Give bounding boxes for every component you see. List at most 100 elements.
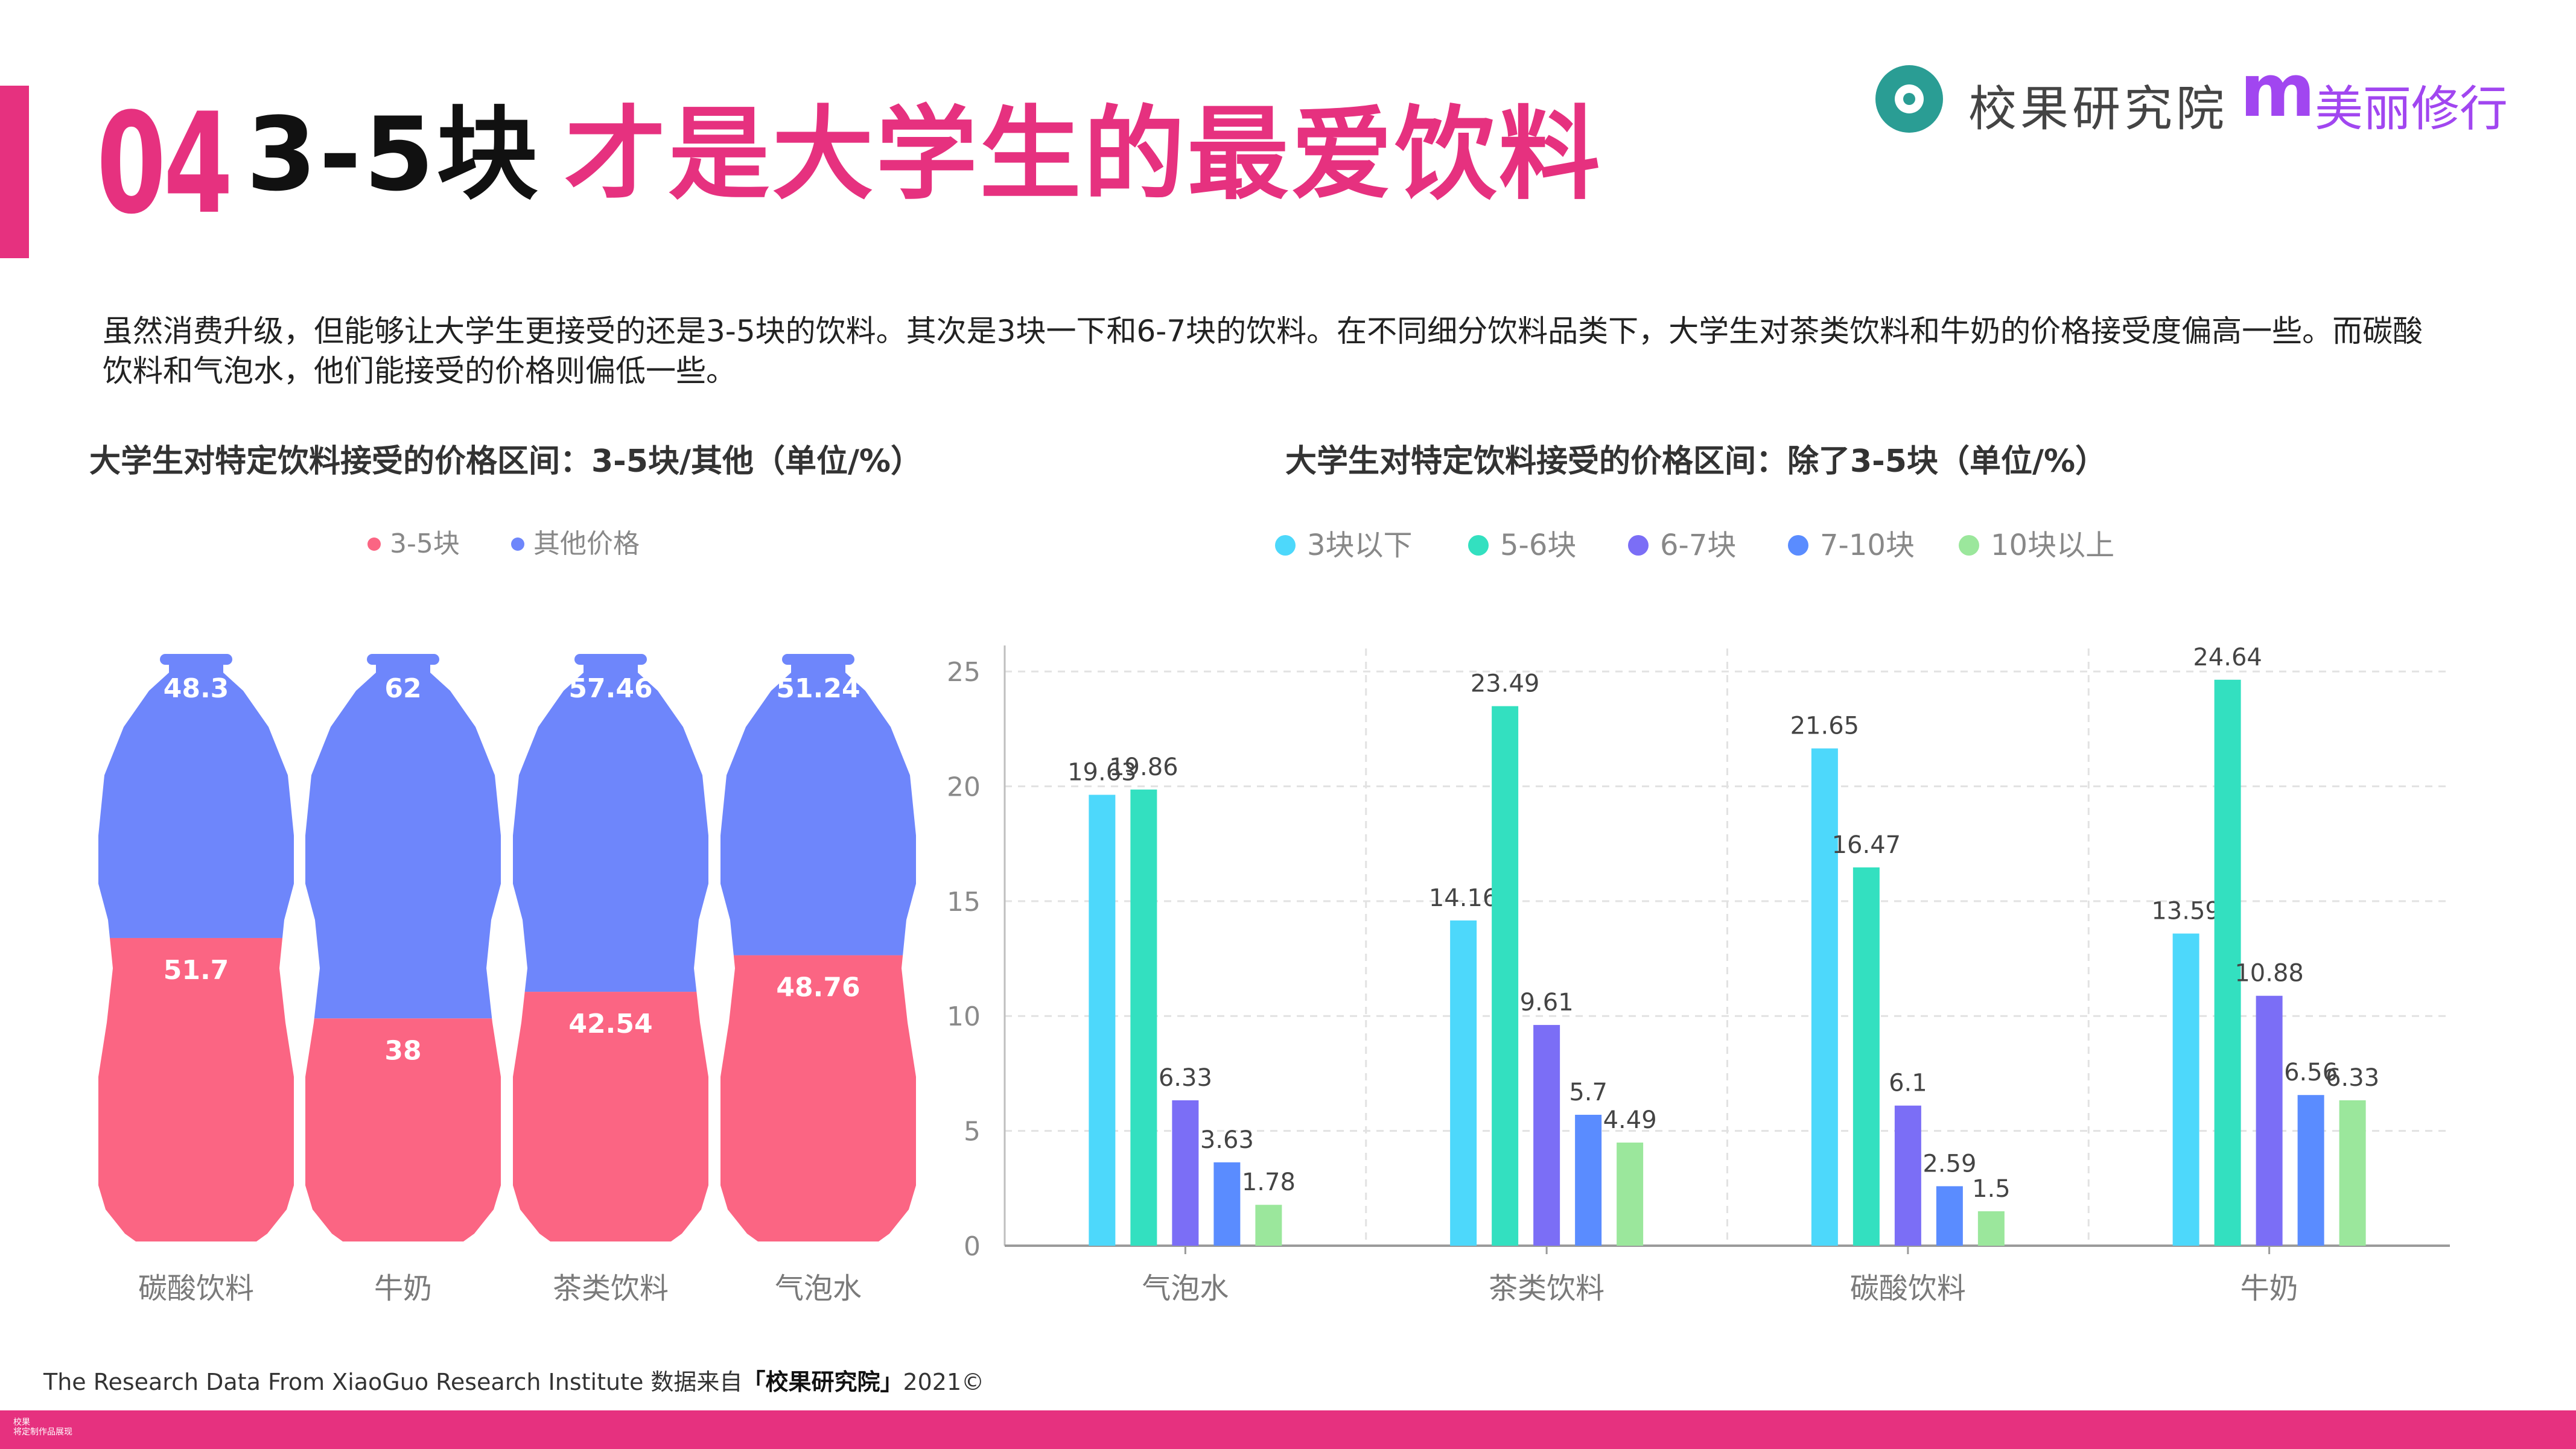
legend-dot-icon: [1959, 535, 1979, 556]
bar: [1213, 1162, 1241, 1246]
y-tick-label: 0: [964, 1231, 981, 1262]
legend-label: 7-10块: [1820, 528, 1915, 562]
x-category-label: 气泡水: [1142, 1272, 1229, 1305]
legend-item-3: 7-10块: [1788, 528, 1915, 562]
footer-mini-logo: 校果 将定制作品展现: [13, 1418, 72, 1437]
bottle-segment-3-5: [305, 1018, 501, 1241]
legend-dot-icon: [1788, 535, 1808, 556]
grouped-bar-chart: 3块以下 5-6块 6-7块 7-10块 10块以上 0 5 10 15 20 25 19.6319.…: [947, 528, 2450, 1305]
bar: [2256, 995, 2283, 1246]
footer-source-suffix: 2021©: [903, 1369, 985, 1395]
legend-label: 3块以下: [1307, 528, 1413, 562]
bar-value-label: 21.65: [1790, 712, 1860, 740]
legend-dot-icon: [367, 537, 381, 551]
bar-value-label: 16.47: [1832, 831, 1901, 859]
bottle-category-label: 茶类饮料: [553, 1272, 669, 1305]
bottle-segment-3-5: [513, 992, 708, 1241]
footer-source-prefix: The Research Data From XiaoGuo Research …: [43, 1369, 743, 1395]
bar: [1130, 789, 1157, 1246]
legend-label: 其他价格: [533, 528, 640, 559]
bottle-cap: [574, 654, 647, 665]
y-tick-label: 25: [947, 657, 981, 688]
bar-value-label: 6.56: [2284, 1059, 2338, 1086]
bar-value-label: 1.5: [1972, 1175, 2011, 1203]
footer-source-brand: 「校果研究院」: [742, 1369, 903, 1395]
footer-mini-line2: 将定制作品展现: [13, 1427, 72, 1437]
legend-item-2: 6-7块: [1628, 528, 1736, 562]
x-category-label: 茶类饮料: [1489, 1272, 1604, 1305]
bottle-value-other: 48.3: [164, 673, 229, 704]
bar: [1894, 1105, 1921, 1246]
legend-dot-icon: [1628, 535, 1649, 556]
bar-value-label: 5.7: [1569, 1079, 1608, 1106]
bar: [2339, 1100, 2366, 1246]
legend-dot-icon: [1468, 535, 1489, 556]
bar-value-label: 1.78: [1242, 1168, 1296, 1196]
bar-value-label: 4.49: [1603, 1106, 1657, 1134]
header-accent-bar: [0, 86, 29, 258]
bottle-cap: [160, 654, 232, 665]
bar-group-1: 14.16 23.49 9.61 5.74.49 茶类饮料: [1429, 670, 1657, 1305]
bottle-value-3-5: 42.54: [568, 1009, 652, 1039]
footer-source: The Research Data From XiaoGuo Research …: [43, 1363, 984, 1397]
bar-value-label: 9.61: [1520, 989, 1574, 1016]
bar: [1617, 1143, 1644, 1246]
brand-logo-dot: [1903, 93, 1915, 105]
bottle-value-other: 51.24: [776, 673, 860, 704]
bar-value-label: 6.33: [1159, 1064, 1212, 1092]
bar-value-label: 13.59: [2151, 898, 2221, 925]
bar-value-label: 24.64: [2193, 644, 2262, 671]
y-grid: 0 5 10 15 20 25: [947, 657, 2450, 1262]
legend-label: 5-6块: [1500, 528, 1576, 562]
y-tick-label: 20: [947, 772, 981, 802]
brand-name-meili: 美丽修行: [2315, 81, 2508, 137]
brand-m-logo-icon: m: [2240, 49, 2316, 133]
y-tick-label: 5: [964, 1117, 981, 1147]
legend-item-bottle-other: 其他价格: [511, 528, 640, 559]
footer-mini-line1: 校果: [13, 1418, 30, 1427]
left-chart-title: 大学生对特定饮料接受的价格区间：3-5块/其他（单位/%）: [89, 443, 923, 480]
footer-bar: [0, 1410, 2576, 1449]
bar-value-label: 6.33: [2326, 1064, 2379, 1092]
bar: [1255, 1205, 1282, 1246]
bottle-chart: 3-5块 其他价格 48.3 51.7 碳酸饮料 62 38 牛奶 57.46 42.54 茶类饮料…: [98, 528, 916, 1305]
intro-paragraph: 虽然消费升级，但能够让大学生更接受的还是3-5块的饮料。其次是3块一下和6-7块…: [103, 314, 2423, 388]
bar: [1575, 1114, 1602, 1246]
page-title-pink: 才是大学生的最爱饮料: [564, 95, 1603, 214]
legend-label: 3-5块: [390, 528, 460, 559]
bottle-segment-3-5: [720, 955, 916, 1241]
bar: [2297, 1095, 2324, 1246]
bar: [1936, 1186, 1963, 1246]
legend-item-4: 10块以上: [1959, 528, 2114, 562]
bar: [1492, 706, 1519, 1246]
bottle-category-label: 碳酸饮料: [138, 1272, 254, 1305]
bar: [1450, 920, 1477, 1246]
legend-item-bottle-3-5: 3-5块: [367, 528, 460, 559]
bottle-category-label: 气泡水: [775, 1272, 862, 1305]
bottle-value-other: 57.46: [568, 673, 652, 704]
brand-name-xiaoguo: 校果研究院: [1968, 81, 2228, 137]
bar-group-2: 21.65 16.47 6.1 2.591.5 碳酸饮料: [1790, 712, 2011, 1305]
legend-dot-icon: [511, 537, 524, 551]
x-category-label: 碳酸饮料: [1850, 1272, 1966, 1305]
bottle-value-3-5: 48.76: [776, 972, 860, 1003]
bar-value-label: 10.88: [2234, 960, 2304, 988]
legend-label: 10块以上: [1991, 528, 2114, 562]
page-title-black: 3-5块: [246, 95, 541, 214]
bottle-value-other: 62: [384, 673, 421, 704]
bar-group-3: 13.59 24.64 10.88 6.566.33 牛奶: [2151, 644, 2379, 1305]
bar: [2214, 679, 2241, 1246]
bar-value-label: 2.59: [1922, 1150, 1976, 1178]
bar: [1811, 748, 1838, 1246]
right-chart-title: 大学生对特定饮料接受的价格区间：除了3-5块（单位/%）: [1285, 443, 2107, 480]
bottle-value-3-5: 38: [384, 1035, 421, 1066]
bar-value-label: 6.1: [1889, 1070, 1927, 1097]
bottle-cap: [782, 654, 854, 665]
bar: [1172, 1100, 1199, 1246]
bar-value-label: 19.86: [1109, 753, 1178, 781]
section-number: 04: [97, 84, 233, 245]
legend-dot-icon: [1275, 535, 1296, 556]
bar: [2172, 933, 2199, 1246]
y-tick-label: 10: [947, 1001, 981, 1032]
